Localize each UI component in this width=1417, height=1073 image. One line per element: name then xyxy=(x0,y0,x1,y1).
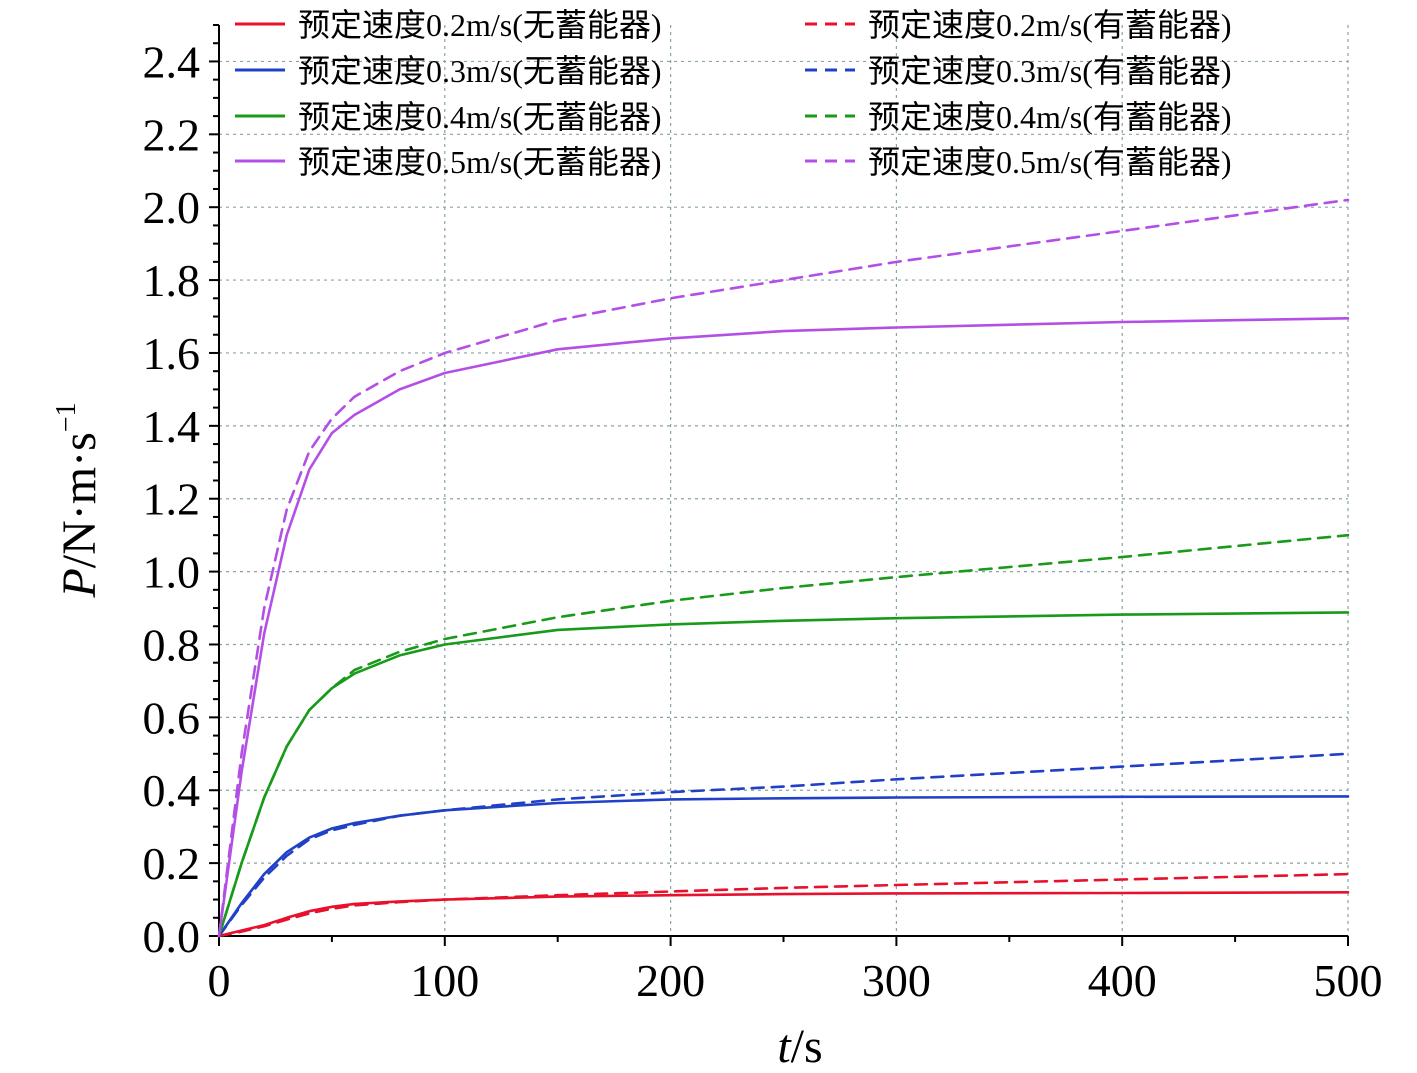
x-tick-label: 0 xyxy=(208,955,231,1006)
x-tick-label: 500 xyxy=(1314,955,1383,1006)
y-tick-label: 2.2 xyxy=(143,109,201,160)
series-line-2 xyxy=(217,795,1350,938)
y-tick-labels: 0.0 0.2 0.4 0.6 0.8 1.0 1.2 1.4 1.6 1.8 2.0 2.2 2.4 xyxy=(143,36,201,962)
x-tick-label: 400 xyxy=(1088,955,1157,1006)
x-tick-label: 100 xyxy=(410,955,479,1006)
series-line-4 xyxy=(217,316,1350,938)
y-axis-title: P/N·m·s−1 xyxy=(51,402,106,598)
x-tick-label: 300 xyxy=(862,955,931,1006)
series-line-6 xyxy=(217,752,1350,938)
legend: 预定速度0.2m/s(无蓄能器) 预定速度0.3m/s(无蓄能器) 预定速度0.4m… xyxy=(235,7,1232,180)
grid-lines xyxy=(219,25,1349,936)
series-line-8 xyxy=(217,198,1350,938)
y-tick-label: 0.6 xyxy=(143,692,201,743)
x-tick-labels: 0 100 200 300 400 500 xyxy=(208,955,1383,1006)
legend-label: 预定速度0.5m/s(有蓄能器) xyxy=(868,144,1232,180)
y-tick-label: 1.2 xyxy=(143,474,201,525)
legend-label: 预定速度0.3m/s(有蓄能器) xyxy=(868,53,1232,89)
legend-label: 预定速度0.3m/s(无蓄能器) xyxy=(298,53,662,89)
y-tick-label: 0.4 xyxy=(143,765,201,816)
y-tick-label: 1.0 xyxy=(143,547,201,598)
legend-label: 预定速度0.2m/s(有蓄能器) xyxy=(868,7,1232,43)
legend-label: 预定速度0.5m/s(无蓄能器) xyxy=(298,144,662,180)
legend-label: 预定速度0.2m/s(无蓄能器) xyxy=(298,7,662,43)
series-line-5 xyxy=(217,872,1350,938)
y-tick-label: 2.0 xyxy=(143,182,201,233)
series-line-7 xyxy=(217,533,1350,938)
y-tick-label: 1.4 xyxy=(143,401,201,452)
y-tick-label: 0.8 xyxy=(143,619,201,670)
y-tick-label: 2.4 xyxy=(143,36,201,87)
y-tick-label: 1.8 xyxy=(143,255,201,306)
series-lines xyxy=(217,198,1350,938)
x-axis-title: t/s xyxy=(777,1020,822,1069)
legend-label: 预定速度0.4m/s(无蓄能器) xyxy=(298,99,662,135)
series-line-1 xyxy=(217,890,1350,938)
y-tick-label: 0.2 xyxy=(143,838,201,889)
x-tick-label: 200 xyxy=(636,955,705,1006)
y-tick-label: 0.0 xyxy=(143,911,201,962)
y-tick-label: 1.6 xyxy=(143,328,201,379)
axes xyxy=(209,24,1349,946)
legend-label: 预定速度0.4m/s(有蓄能器) xyxy=(868,99,1232,135)
